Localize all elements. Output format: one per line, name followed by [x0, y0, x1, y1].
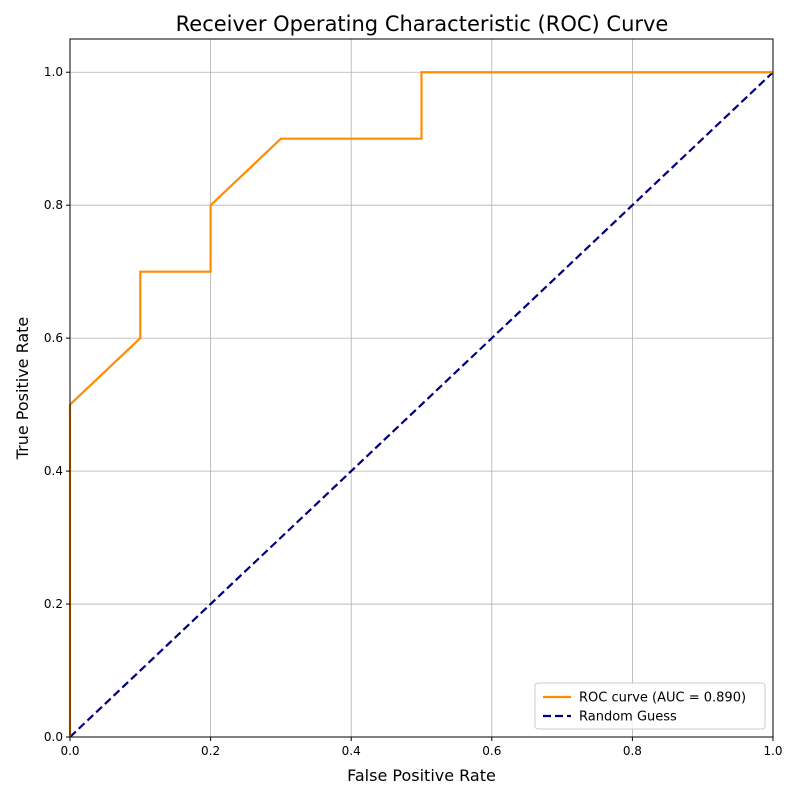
- y-tick-label: 0.4: [44, 464, 63, 478]
- x-tick-label: 0.4: [342, 744, 361, 758]
- plot-series: [68, 71, 774, 738]
- y-tick-label: 1.0: [44, 65, 63, 79]
- axis-ticks: 0.0 0.2 0.4 0.6 0.8 1.0 0.0 0.2 0.4 0.6 0.8 1.0: [44, 65, 783, 758]
- plot-frame: [69, 38, 774, 738]
- x-axis-label: False Positive Rate: [347, 766, 496, 785]
- y-tick-label: 0.0: [44, 730, 63, 744]
- y-axis-label: True Positive Rate: [13, 317, 32, 461]
- x-tick-label: 0.2: [201, 744, 220, 758]
- chart-title: Receiver Operating Characteristic (ROC) …: [176, 12, 669, 36]
- legend-box: [534, 682, 766, 730]
- legend-label: Random Guess: [579, 710, 677, 725]
- x-tick-label: 0.8: [623, 744, 642, 758]
- legend-label: ROC curve (AUC = 0.890): [579, 691, 746, 706]
- roc-curve-line: [68, 71, 773, 737]
- y-tick-label: 0.2: [44, 597, 63, 611]
- x-tick-label: 0.0: [60, 744, 79, 758]
- y-tick-label: 0.8: [44, 198, 63, 212]
- x-tick-label: 1.0: [763, 744, 782, 758]
- random-guess-line: [69, 71, 774, 738]
- y-tick-label: 0.6: [44, 331, 63, 345]
- legend: ROC curve (AUC = 0.890) Random Guess: [534, 682, 766, 730]
- x-tick-label: 0.6: [482, 744, 501, 758]
